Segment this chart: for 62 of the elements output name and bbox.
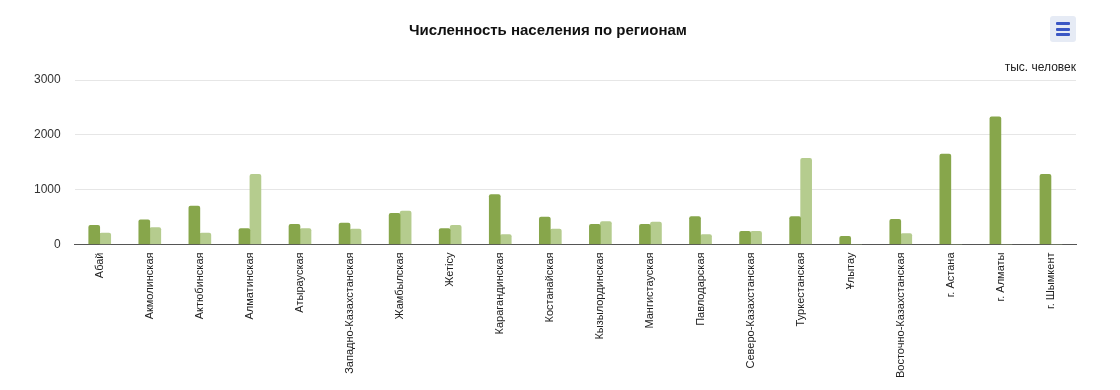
bar <box>299 228 312 245</box>
bar <box>800 158 812 245</box>
bar <box>249 173 262 245</box>
bar <box>589 223 601 245</box>
bar <box>388 212 401 245</box>
x-tick-label: Жамбылская <box>393 252 406 320</box>
x-tick-label: Мангистауская <box>643 252 656 329</box>
x-tick-label: Туркестанская <box>793 252 806 327</box>
bar <box>499 234 512 245</box>
bar <box>700 234 712 245</box>
bar <box>138 219 151 245</box>
x-tick-label: г. Алматы <box>993 252 1006 302</box>
chart-title: Численность населения по регионам <box>409 21 687 39</box>
y-tick-label: 0 <box>54 236 62 251</box>
bar <box>238 228 251 245</box>
bar <box>338 222 351 245</box>
bar <box>488 194 501 245</box>
bar <box>1039 173 1052 245</box>
bar <box>750 231 762 245</box>
bar <box>288 223 301 245</box>
bar <box>99 232 112 245</box>
bar <box>889 218 902 245</box>
bar <box>449 224 462 245</box>
bar <box>538 216 551 245</box>
bar <box>88 224 101 245</box>
x-tick-label: Алматинская <box>242 252 255 320</box>
bar <box>438 228 451 245</box>
bar <box>789 216 801 245</box>
x-tick-label: Жетісу <box>443 252 456 287</box>
x-tick-label: Западно-Казахстанская <box>343 252 356 374</box>
x-tick-label: Актюбинская <box>192 252 205 320</box>
bar <box>639 223 651 245</box>
x-tick-label: Карагандинская <box>493 252 506 335</box>
x-tick-label: Абай <box>92 252 105 279</box>
bar <box>549 228 562 245</box>
bar <box>188 205 201 245</box>
bar <box>149 227 162 245</box>
x-tick-label: г. Астана <box>943 251 956 298</box>
bar <box>989 116 1002 245</box>
x-tick-label: Кызылординская <box>593 252 606 340</box>
bar <box>399 210 412 245</box>
x-tick-label: Восточно-Казахстанская <box>893 252 906 379</box>
x-tick-label: Северо-Казахстанская <box>743 252 756 369</box>
y-tick-label: 3000 <box>33 72 62 87</box>
bar <box>650 221 662 245</box>
x-tick-label: Костанайская <box>543 252 556 323</box>
x-tick-label: г. Шымкент <box>1044 252 1056 309</box>
bar <box>349 228 362 245</box>
bar <box>739 231 751 245</box>
bar <box>689 216 701 245</box>
x-tick-label: Атырауская <box>293 252 306 313</box>
y-tick-label: 1000 <box>33 181 62 196</box>
bar <box>900 233 913 245</box>
text: тыс. человек <box>1004 60 1077 75</box>
x-tick-label: Ұлытау <box>843 252 856 290</box>
bar <box>839 235 852 245</box>
y-tick-label: 2000 <box>33 127 62 142</box>
x-tick-label: Акмолинская <box>142 252 155 320</box>
bar <box>600 221 612 245</box>
bar <box>199 232 212 245</box>
bar <box>939 153 952 245</box>
x-tick-label: Павлодарская <box>693 252 706 326</box>
